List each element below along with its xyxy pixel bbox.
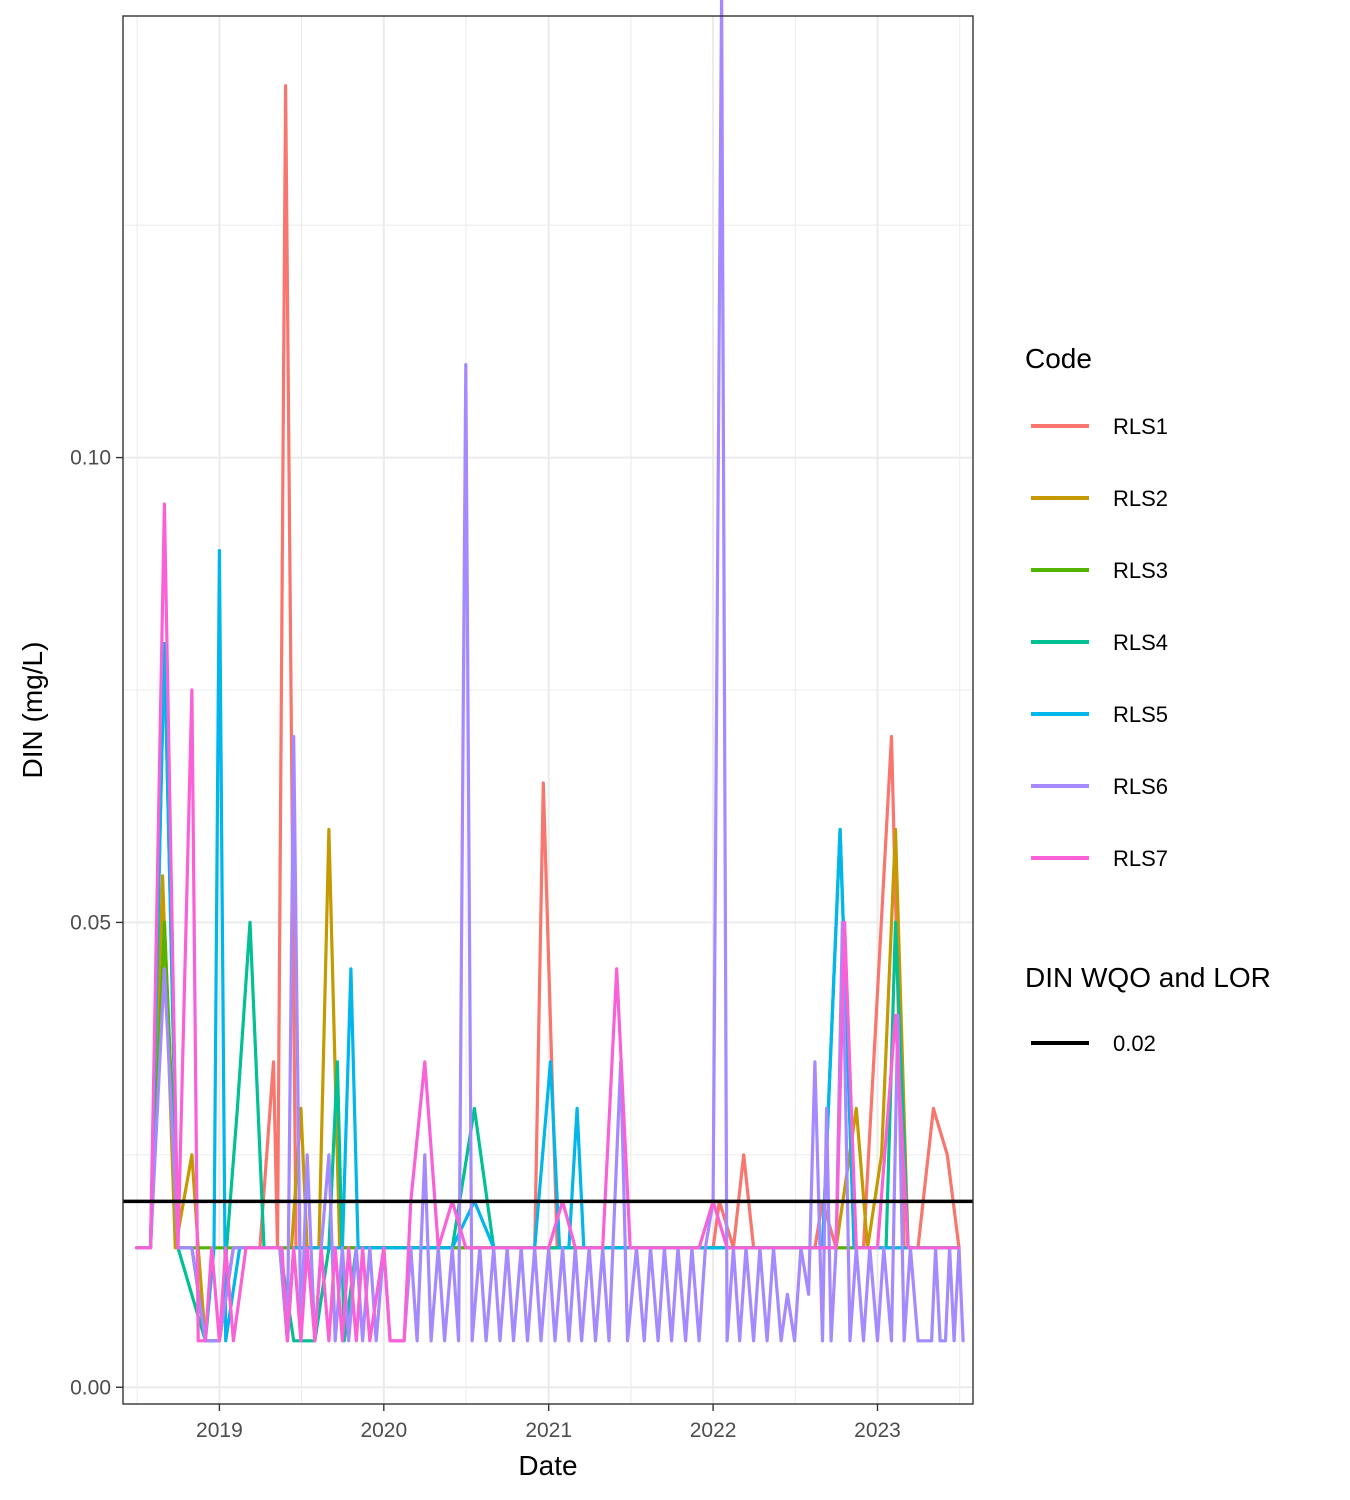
grid-lines [123, 16, 973, 1404]
legend-title-wqo: DIN WQO and LOR [1025, 962, 1271, 993]
y-tick-label: 0.05 [70, 911, 111, 934]
series-line-rls7 [134, 502, 961, 1343]
legend-label-rls2: RLS2 [1113, 486, 1168, 511]
legend: Code RLS1 RLS2 RLS3 RLS4 RLS5 RLS6 RLS7 DIN WQ… [1025, 343, 1271, 1056]
x-tick-label: 2019 [196, 1419, 243, 1442]
legend-label-wqo: 0.02 [1113, 1031, 1156, 1056]
series-lines [134, 0, 965, 1343]
legend-label-rls6: RLS6 [1113, 774, 1168, 799]
x-tick-label: 2021 [525, 1419, 572, 1442]
x-axis-title: Date [518, 1450, 577, 1481]
y-tick-label: 0.10 [70, 447, 111, 470]
y-tick-label: 0.00 [70, 1376, 111, 1399]
legend-label-rls1: RLS1 [1113, 414, 1168, 439]
y-axis-ticks: 0.00 0.05 0.10 [70, 447, 123, 1399]
x-tick-label: 2020 [360, 1419, 407, 1442]
legend-label-rls5: RLS5 [1113, 702, 1168, 727]
legend-label-rls7: RLS7 [1113, 846, 1168, 871]
legend-title-code: Code [1025, 343, 1092, 374]
x-axis-ticks: 2019 2020 2021 2022 2023 [196, 1404, 901, 1442]
legend-label-rls3: RLS3 [1113, 558, 1168, 583]
x-tick-label: 2023 [854, 1419, 901, 1442]
legend-code-items: RLS1 RLS2 RLS3 RLS4 RLS5 RLS6 RLS7 [1031, 414, 1168, 871]
legend-label-rls4: RLS4 [1113, 630, 1168, 655]
y-axis-title: DIN (mg/L) [17, 642, 48, 779]
x-tick-label: 2022 [690, 1419, 737, 1442]
